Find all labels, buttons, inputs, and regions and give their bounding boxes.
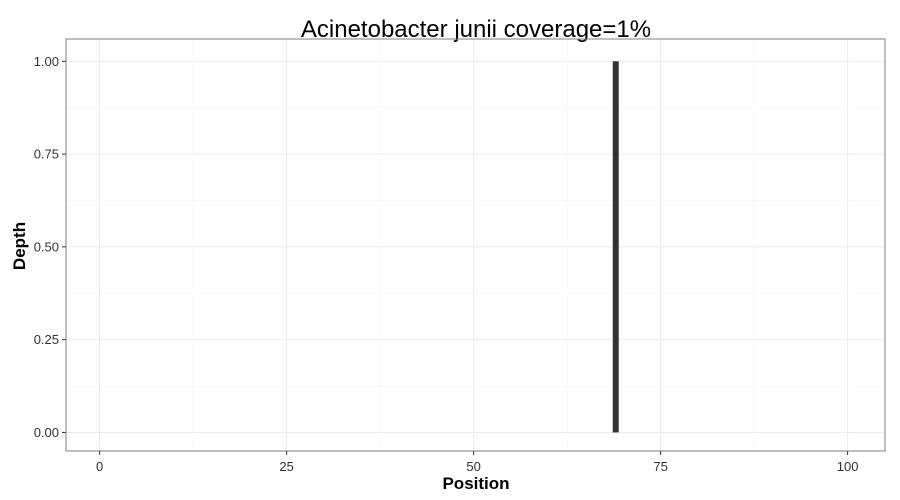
y-tick-label: 0.50 bbox=[34, 239, 59, 254]
plot-panel: 0 25 50 75 100 0.00 0.25 0.50 0.75 1.00 bbox=[34, 38, 886, 474]
y-tick-label: 0.00 bbox=[34, 425, 59, 440]
x-tick-label: 50 bbox=[466, 459, 480, 474]
y-tick-label: 0.75 bbox=[34, 147, 59, 162]
x-tick-label: 0 bbox=[96, 459, 103, 474]
coverage-bar bbox=[612, 61, 619, 433]
x-tick-label: 75 bbox=[653, 459, 667, 474]
y-axis-title: Depth bbox=[10, 222, 29, 270]
y-tick-label: 0.25 bbox=[34, 332, 59, 347]
x-tick-label: 100 bbox=[837, 459, 859, 474]
y-tick-label: 1.00 bbox=[34, 54, 59, 69]
panel-border bbox=[65, 38, 886, 452]
x-axis-title: Position bbox=[442, 474, 509, 493]
x-tick-label: 25 bbox=[279, 459, 293, 474]
